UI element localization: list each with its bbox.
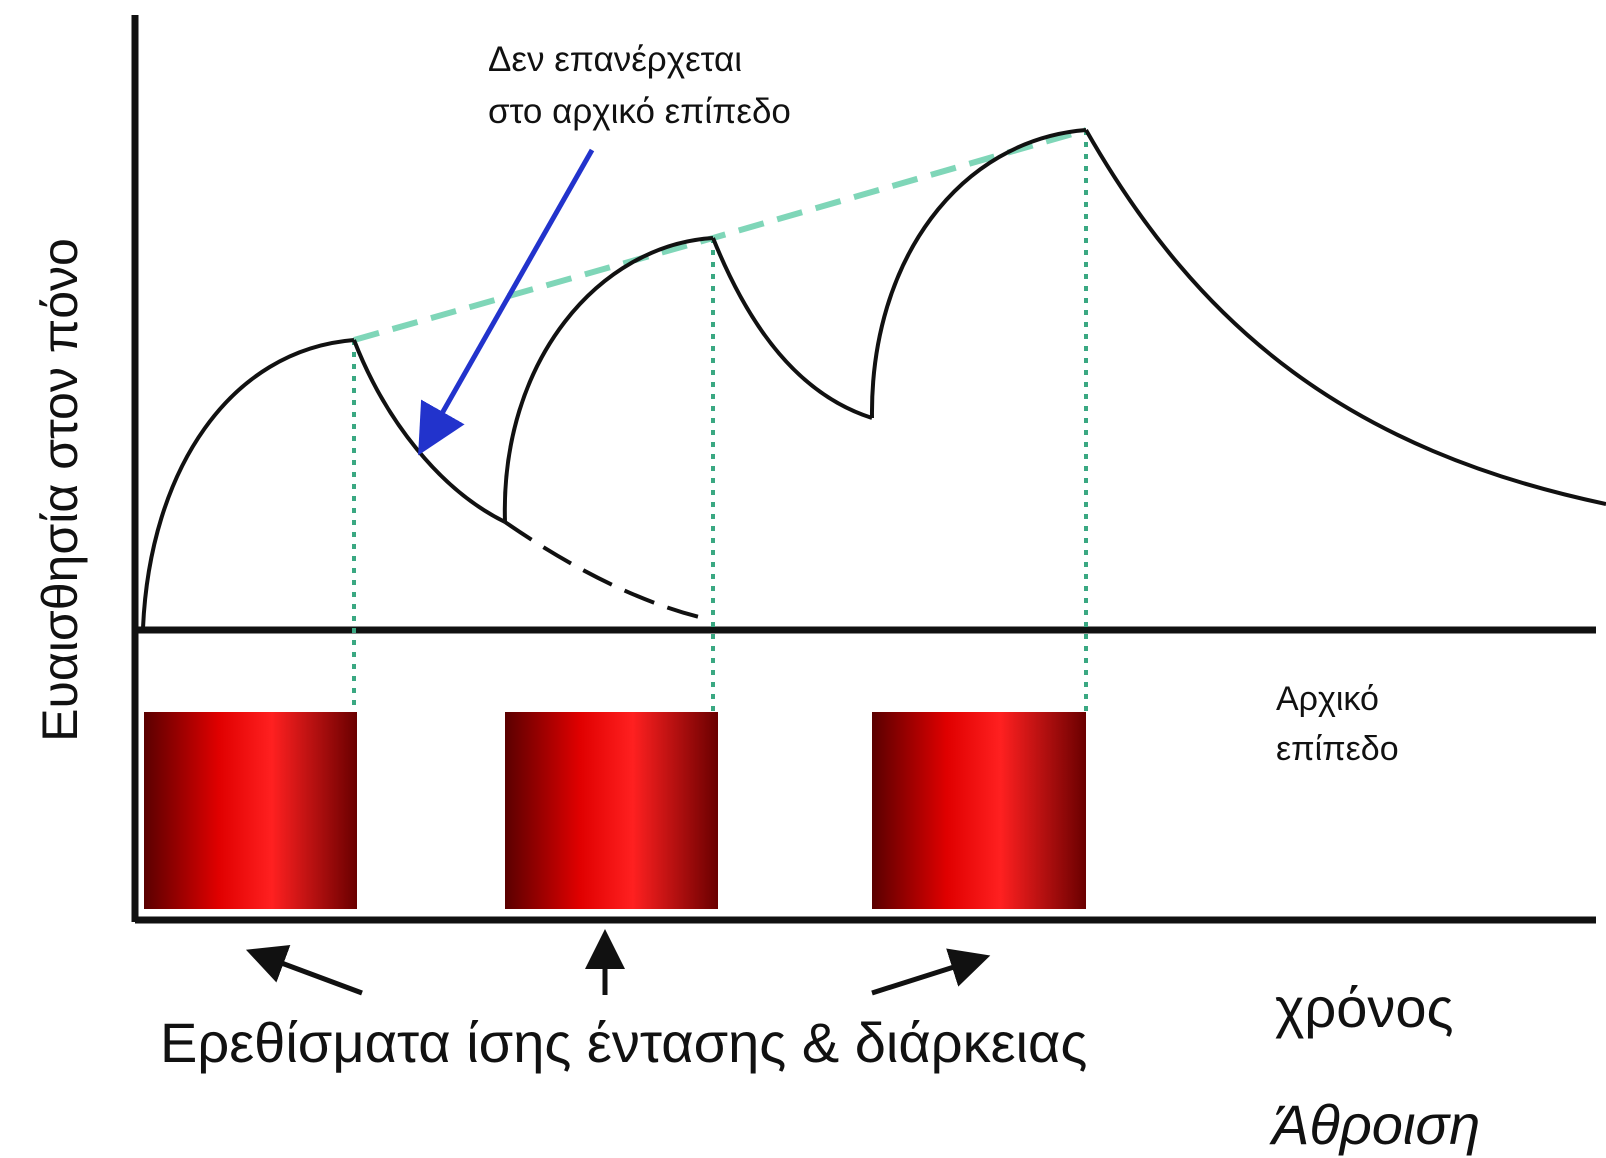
stimulus-block bbox=[505, 712, 718, 909]
time-axis-label: χρόνος bbox=[1275, 976, 1454, 1039]
projected-decay-curve bbox=[503, 520, 704, 620]
stimuli-label: Ερεθίσματα ίσης έντασης & διάρκειας bbox=[160, 1011, 1088, 1074]
baseline-label-line1: Αρχικό bbox=[1276, 680, 1379, 718]
stimulus-block bbox=[872, 712, 1086, 909]
summation-label: Άθροιση bbox=[1272, 1093, 1481, 1156]
stimulus-pointer-arrow bbox=[871, 948, 991, 996]
response-curve bbox=[502, 236, 714, 523]
annotation-arrow bbox=[418, 148, 595, 456]
stimulus-block bbox=[144, 712, 357, 909]
stimulus-pointer-arrow bbox=[245, 944, 363, 996]
peak-trend-line bbox=[353, 127, 1087, 343]
response-curve bbox=[352, 339, 506, 524]
response-curve bbox=[711, 237, 873, 420]
response-curve bbox=[1084, 129, 1606, 506]
y-axis-label: Ευαισθησία στον πόνο bbox=[32, 238, 88, 742]
baseline-label-line2: επίπεδο bbox=[1276, 730, 1399, 768]
response-curve bbox=[869, 128, 1087, 419]
annotation-text-line2: στο αρχικό επίπεδο bbox=[488, 92, 791, 131]
annotation-text-line1: Δεν επανέρχεται bbox=[488, 40, 743, 79]
response-curve bbox=[141, 338, 355, 629]
